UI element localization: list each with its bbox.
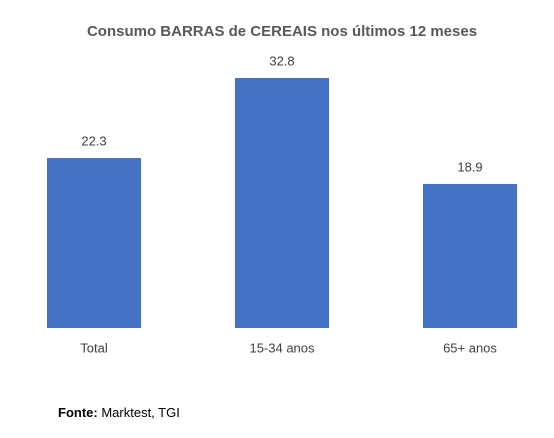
source-text: Marktest, TGI xyxy=(101,405,180,420)
data-label: 32.8 xyxy=(269,53,294,68)
x-tick-label: 65+ anos xyxy=(443,340,497,355)
source: Fonte: Marktest, TGI xyxy=(58,405,180,420)
bar xyxy=(235,78,329,328)
x-tick-label: 15-34 anos xyxy=(249,340,315,355)
data-label: 18.9 xyxy=(457,159,482,174)
bar xyxy=(423,183,517,328)
data-label: 22.3 xyxy=(81,133,106,148)
bar xyxy=(47,158,141,328)
x-tick-label: Total xyxy=(80,340,108,355)
chart-title: Consumo BARRAS de CEREAIS nos últimos 12… xyxy=(87,23,477,40)
source-label: Fonte: xyxy=(58,405,98,420)
